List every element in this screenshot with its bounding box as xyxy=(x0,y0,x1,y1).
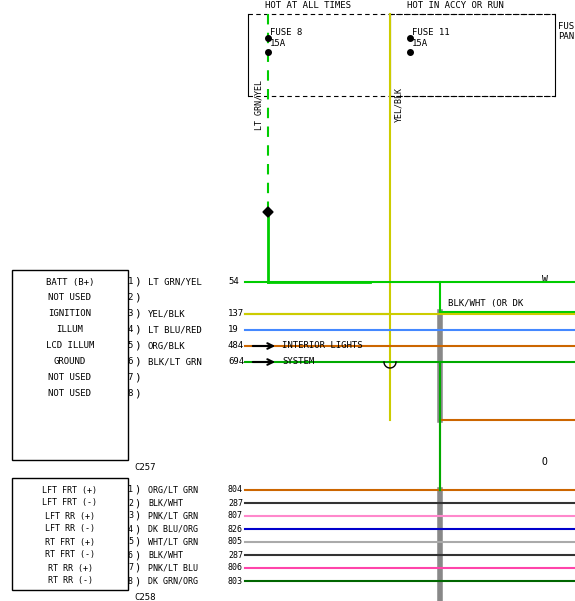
Text: 287: 287 xyxy=(228,498,243,507)
Text: C257: C257 xyxy=(134,463,155,472)
Text: 694: 694 xyxy=(228,358,244,367)
Bar xyxy=(12,270,128,460)
Text: ): ) xyxy=(134,389,141,399)
Text: 807: 807 xyxy=(228,511,243,520)
Text: DK GRN/ORG: DK GRN/ORG xyxy=(148,576,198,585)
Text: BLK/WHT: BLK/WHT xyxy=(148,551,183,560)
Text: SYSTEM: SYSTEM xyxy=(282,358,315,367)
Text: 3: 3 xyxy=(128,511,133,520)
Text: NOT USED: NOT USED xyxy=(48,293,91,302)
Text: RT FRT (+): RT FRT (+) xyxy=(45,537,95,546)
Text: 7: 7 xyxy=(128,564,133,573)
Text: LFT FRT (+): LFT FRT (+) xyxy=(43,486,98,495)
Text: IGNITION: IGNITION xyxy=(48,310,91,319)
Text: RT RR (+): RT RR (+) xyxy=(48,564,93,573)
Text: 6: 6 xyxy=(128,358,133,367)
Text: LT GRN/YEL: LT GRN/YEL xyxy=(148,278,202,287)
Text: 4: 4 xyxy=(128,326,133,335)
Text: ): ) xyxy=(134,524,140,534)
Text: LT BLU/RED: LT BLU/RED xyxy=(148,326,202,335)
Polygon shape xyxy=(263,207,273,217)
Text: YEL/BLK: YEL/BLK xyxy=(148,310,186,319)
Text: 8: 8 xyxy=(128,389,133,398)
Text: LCD ILLUM: LCD ILLUM xyxy=(46,341,94,350)
Text: ): ) xyxy=(134,563,140,573)
Text: 1: 1 xyxy=(128,486,133,495)
Text: BLK/WHT: BLK/WHT xyxy=(148,498,183,507)
Bar xyxy=(12,478,128,590)
Text: BLK/LT GRN: BLK/LT GRN xyxy=(148,358,202,367)
Text: ORG/LT GRN: ORG/LT GRN xyxy=(148,486,198,495)
Text: BLK/WHT (OR DK: BLK/WHT (OR DK xyxy=(448,299,523,308)
Text: FUSE
PANEL: FUSE PANEL xyxy=(558,22,575,41)
Text: BATT (B+): BATT (B+) xyxy=(46,278,94,287)
Text: ): ) xyxy=(134,498,140,508)
Text: FUSE 11
15A: FUSE 11 15A xyxy=(412,28,450,47)
Text: ): ) xyxy=(134,357,141,367)
Text: PNK/LT GRN: PNK/LT GRN xyxy=(148,511,198,520)
Text: PNK/LT BLU: PNK/LT BLU xyxy=(148,564,198,573)
Text: W: W xyxy=(542,275,548,285)
Text: ORG/BLK: ORG/BLK xyxy=(148,341,186,350)
Text: LFT RR (+): LFT RR (+) xyxy=(45,511,95,520)
Text: 6: 6 xyxy=(128,551,133,560)
Text: O: O xyxy=(542,457,548,467)
Text: NOT USED: NOT USED xyxy=(48,373,91,382)
Text: ): ) xyxy=(134,576,140,586)
Text: HOT AT ALL TIMES: HOT AT ALL TIMES xyxy=(265,1,351,10)
Text: LFT RR (-): LFT RR (-) xyxy=(45,525,95,534)
Text: 2: 2 xyxy=(128,293,133,302)
Text: ): ) xyxy=(134,325,141,335)
Text: ): ) xyxy=(134,485,140,495)
Text: 5: 5 xyxy=(128,341,133,350)
Text: ): ) xyxy=(134,511,140,521)
Text: WHT/LT GRN: WHT/LT GRN xyxy=(148,537,198,546)
Text: 826: 826 xyxy=(228,525,243,534)
Text: ): ) xyxy=(134,309,141,319)
Text: 806: 806 xyxy=(228,564,243,573)
Text: 803: 803 xyxy=(228,576,243,585)
Text: ): ) xyxy=(134,341,141,351)
Text: ): ) xyxy=(134,550,140,560)
Text: 1: 1 xyxy=(128,278,133,287)
Text: 287: 287 xyxy=(228,551,243,560)
Text: ILLUM: ILLUM xyxy=(56,326,83,335)
Text: LFT FRT (-): LFT FRT (-) xyxy=(43,498,98,507)
Text: LT GRN/YEL: LT GRN/YEL xyxy=(255,80,264,130)
Text: 4: 4 xyxy=(128,525,133,534)
Text: 137: 137 xyxy=(228,310,244,319)
Text: 484: 484 xyxy=(228,341,244,350)
Text: 19: 19 xyxy=(228,326,239,335)
Text: 2: 2 xyxy=(128,498,133,507)
Text: INTERIOR LIGHTS: INTERIOR LIGHTS xyxy=(282,341,363,350)
Text: ): ) xyxy=(134,277,141,287)
Text: RT RR (-): RT RR (-) xyxy=(48,576,93,585)
Text: HOT IN ACCY OR RUN: HOT IN ACCY OR RUN xyxy=(407,1,503,10)
Text: DK BLU/ORG: DK BLU/ORG xyxy=(148,525,198,534)
Text: NOT USED: NOT USED xyxy=(48,389,91,398)
Text: 805: 805 xyxy=(228,537,243,546)
Text: C258: C258 xyxy=(134,593,155,601)
Text: 54: 54 xyxy=(228,278,239,287)
Text: 3: 3 xyxy=(128,310,133,319)
Text: YEL/BLK: YEL/BLK xyxy=(394,88,403,123)
Text: RT FRT (-): RT FRT (-) xyxy=(45,551,95,560)
Text: ): ) xyxy=(134,293,141,303)
Text: ): ) xyxy=(134,537,140,547)
Text: 7: 7 xyxy=(128,373,133,382)
Text: 8: 8 xyxy=(128,576,133,585)
Text: ): ) xyxy=(134,373,141,383)
Text: FUSE 8
15A: FUSE 8 15A xyxy=(270,28,302,47)
Text: 804: 804 xyxy=(228,486,243,495)
Text: 5: 5 xyxy=(128,537,133,546)
Text: GROUND: GROUND xyxy=(54,358,86,367)
